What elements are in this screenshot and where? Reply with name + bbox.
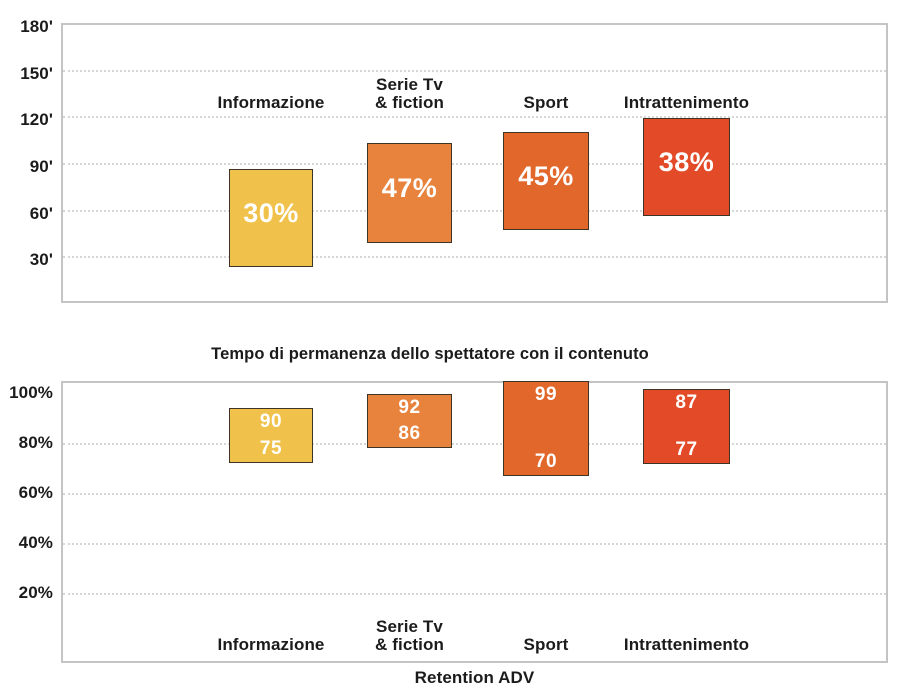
bar-value-label: 75: [259, 438, 283, 459]
bar-value-label: 70: [534, 451, 558, 472]
category-label-intrattenimento: Intrattenimento: [623, 635, 750, 654]
bar-sport: 45%: [503, 132, 589, 230]
gridline: [63, 163, 886, 165]
y-axis-tick-label: 40%: [18, 533, 53, 552]
chart-title: Tempo di permanenza dello spettatore con…: [211, 345, 649, 363]
bar-percent-label: 45%: [518, 160, 574, 191]
gridline: [63, 443, 886, 445]
y-axis-tick-label: 20%: [18, 583, 53, 602]
bar-percent-label: 38%: [658, 146, 715, 177]
gridline: [63, 543, 886, 545]
category-label-sport: Sport: [523, 93, 569, 112]
gridline: [63, 70, 886, 72]
y-axis-tick-label: 100%: [9, 383, 53, 402]
y-axis-tick-label: 30': [29, 250, 53, 269]
bar-informazione: 90 75: [229, 408, 313, 463]
gridline: [63, 493, 886, 495]
y-axis-tick-label: 150': [20, 64, 53, 83]
x-axis-title: Retention ADV: [414, 668, 535, 687]
category-label-serie-tv-fiction: Serie Tv & fiction: [375, 75, 444, 112]
bar-sport: 99 70: [503, 381, 589, 476]
bar-value-label: 92: [398, 397, 421, 418]
bar-intrattenimento: 87 77: [643, 389, 730, 464]
y-axis-tick-label: 120': [20, 110, 53, 129]
bar-value-label: 77: [675, 439, 698, 460]
gridline: [63, 593, 886, 595]
y-axis-tick-label: 90': [29, 157, 53, 176]
category-label-informazione: Informazione: [217, 635, 325, 654]
y-axis-tick-label: 60': [29, 204, 53, 223]
bar-value-label: 87: [675, 392, 698, 413]
bar-value-label: 86: [398, 423, 421, 444]
y-axis-tick-label: 180': [20, 17, 53, 36]
bar-percent-label: 47%: [381, 172, 438, 203]
bar-value-label: 99: [534, 384, 558, 405]
y-axis-tick-label: 80%: [18, 433, 53, 452]
plot-area: [61, 381, 888, 663]
y-axis-tick-label: 60%: [18, 483, 53, 502]
bar-serie-tv-fiction: 92 86: [367, 394, 452, 448]
bar-informazione: 30%: [229, 169, 313, 267]
gridline: [63, 116, 886, 118]
bar-serie-tv-fiction: 47%: [367, 143, 452, 243]
category-label-sport: Sport: [523, 635, 569, 654]
category-label-intrattenimento: Intrattenimento: [623, 93, 750, 112]
category-label-serie-tv-fiction: Serie Tv & fiction: [375, 617, 444, 654]
gridline: [63, 256, 886, 258]
bar-value-label: 90: [259, 411, 283, 432]
gridline: [63, 210, 886, 212]
bar-intrattenimento: 38%: [643, 118, 730, 216]
bar-percent-label: 30%: [243, 197, 299, 228]
category-label-informazione: Informazione: [217, 93, 325, 112]
